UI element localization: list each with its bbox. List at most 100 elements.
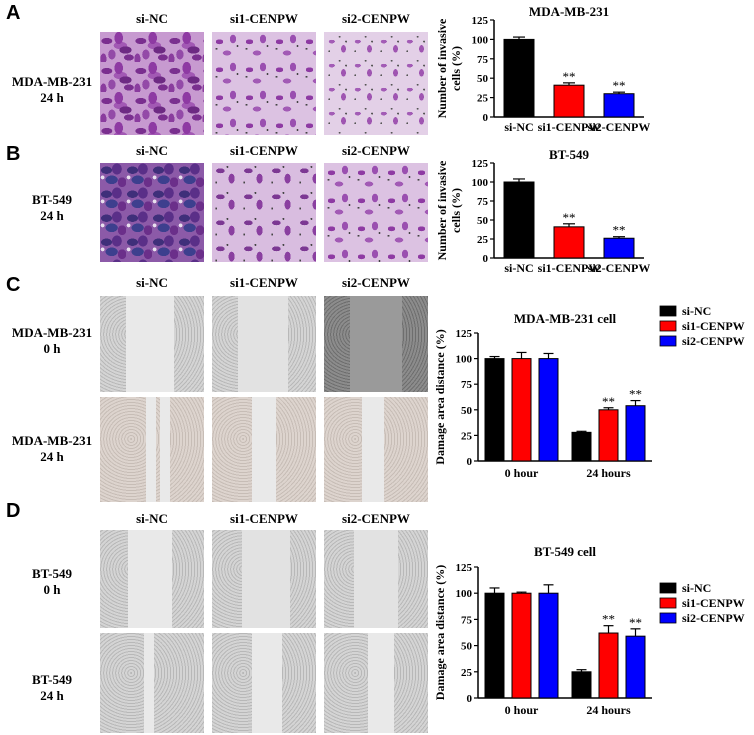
legend-label: si-NC [682,581,711,595]
column-label-si-nc: si-NC [136,511,168,526]
x-tick-label: 0 hour [505,703,539,717]
y-tick-label: 100 [456,588,473,600]
significance-label: ** [563,210,576,225]
y-tick-label: 100 [472,34,489,46]
column-label-si-nc: si-NC [136,275,168,290]
significance-label: ** [602,612,615,627]
legend-label: si-NC [682,304,711,318]
legend-swatch-si-nc [659,305,677,317]
chart-title: BT-549 [549,147,589,162]
y-tick-label: 75 [461,379,473,391]
column-label-si-nc: si-NC [136,11,168,26]
bar-si1-cenpw [553,226,585,259]
row-label-bt-549-24h: BT-549 24 h [2,192,102,224]
legend-swatch-si1-cenpw [659,597,677,609]
x-tick-label: si-NC [504,261,533,275]
y-tick-label: 0 [483,112,489,124]
panel-letter-b: B [6,143,21,165]
invasion-image-mda-si1 [212,32,316,135]
y-tick-label: 0 [483,253,489,265]
chart-invasion-bt-549: BT-549 Number of invasive cells (%) 0 25 50 75… [435,147,650,275]
chart-title: MDA-MB-231 [529,4,609,19]
wound-image-bt-si2-24h [324,633,428,733]
legend-label: si1-CENPW [682,596,745,610]
row-label-bt-549-0h: BT-549 0 h [2,566,102,598]
significance-label: ** [613,78,626,93]
row-label-line-1: MDA-MB-231 [11,74,93,89]
y-tick-label: 125 [472,158,489,170]
row-label-line-1: MDA-MB-231 [11,325,93,340]
wound-image-bt-si1-24h [212,633,316,733]
panel-letter-c: C [6,274,21,296]
y-tick-label: 100 [456,354,473,366]
row-label-bt-549-24h: BT-549 24 h [2,672,102,704]
bar-si1-cenpw [553,84,585,118]
y-tick-label: 25 [461,430,473,442]
x-tick-label: si2-CENPW [588,261,650,275]
y-tick-label: 0 [467,693,473,705]
row-label-line-1: BT-549 [32,566,72,581]
y-tick-label: 75 [477,196,489,208]
y-tick-label: 125 [472,15,489,27]
bar-si1-cenpw-0 [511,592,532,699]
chart-wound-mda-mb-231: MDA-MB-231 cell Damage area distance (%) 0… [433,304,745,480]
y-axis-label: Number of invasive [435,160,449,260]
y-tick-label: 0 [467,456,473,468]
panel-letter-a: A [6,2,21,24]
legend-swatch-si2-cenpw [659,335,677,347]
x-tick-label: si-NC [504,120,533,134]
row-label-line-1: MDA-MB-231 [11,433,93,448]
column-label-si2-cenpw: si2-CENPW [342,11,410,26]
y-tick-label: 50 [477,73,489,85]
wound-image-bt-si-nc-24h [100,633,204,733]
x-tick-label: si1-CENPW [538,120,601,134]
invasion-image-mda-si-nc [100,32,204,135]
significance-label: ** [629,387,642,402]
y-tick-label: 25 [477,93,489,105]
column-label-si-nc: si-NC [136,143,168,158]
column-label-si1-cenpw: si1-CENPW [230,143,298,158]
row-label-line-2: 24 h [40,449,64,464]
y-axis-label: cells (%) [449,188,463,233]
row-label-mda-mb-231-0h: MDA-MB-231 0 h [2,325,102,357]
bar-si2-cenpw-0 [538,358,559,462]
legend-swatch-si-nc [659,582,677,594]
bar-si2-cenpw-1 [625,405,646,462]
column-label-si2-cenpw: si2-CENPW [342,275,410,290]
column-label-si1-cenpw: si1-CENPW [230,11,298,26]
significance-label: ** [563,69,576,84]
invasion-image-bt-si-nc [100,163,204,262]
row-label-mda-mb-231-24h: MDA-MB-231 24 h [2,433,102,465]
bar-si-nc-0 [484,592,505,699]
y-tick-label: 50 [461,641,473,653]
invasion-image-mda-si2 [324,32,428,135]
y-tick-label: 25 [477,234,489,246]
bar-si2-cenpw-0 [538,592,559,699]
panel-letter-d: D [6,500,21,522]
y-tick-label: 75 [477,54,489,66]
invasion-image-bt-si1 [212,163,316,262]
wound-image-bt-si2-0h [324,530,428,628]
wound-image-bt-si-nc-0h [100,530,204,628]
chart-invasion-mda-mb-231: MDA-MB-231 Number of invasive cells (%) 0 25… [435,4,650,134]
bar-si-nc-1 [571,431,592,462]
bar-si2-cenpw [603,237,635,259]
chart-title: MDA-MB-231 cell [514,311,617,326]
row-label-line-2: 0 h [43,582,61,597]
y-tick-label: 125 [456,562,473,574]
bar-si2-cenpw [603,93,635,118]
bar-si1-cenpw-0 [511,358,532,462]
wound-image-mda-si-nc-24h [100,397,204,502]
legend-swatch-si1-cenpw [659,320,677,332]
y-tick-label: 75 [461,614,473,626]
bar-si1-cenpw-1 [598,409,619,462]
legend-swatch-si2-cenpw [659,612,677,624]
y-axis-label: Damage area distance (%) [433,329,447,464]
column-label-si1-cenpw: si1-CENPW [230,275,298,290]
wound-image-bt-si1-0h [212,530,316,628]
invasion-image-bt-si2 [324,163,428,262]
x-tick-label: 24 hours [586,703,631,717]
y-axis-label: Number of invasive [435,18,449,118]
bar-si-nc-1 [571,671,592,699]
column-label-si2-cenpw: si2-CENPW [342,511,410,526]
